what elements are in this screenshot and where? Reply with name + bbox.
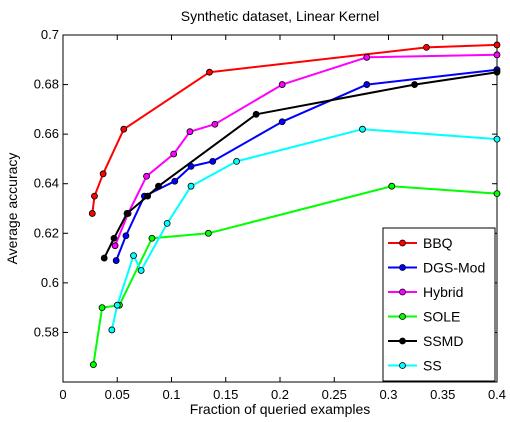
x-tick-label: 0.15 [213, 387, 238, 402]
series-layer [88, 41, 501, 369]
data-point [493, 51, 501, 59]
data-point [388, 182, 396, 190]
data-point [252, 110, 260, 118]
data-point [363, 81, 371, 88]
legend-marker [399, 288, 406, 296]
data-point [155, 182, 162, 190]
legend-marker [399, 264, 406, 271]
data-point [88, 210, 96, 217]
legend-label: DGS-Mod [423, 260, 485, 276]
data-point [493, 41, 501, 49]
data-point [143, 172, 150, 180]
data-point [144, 192, 152, 200]
y-tick-label: 0.7 [41, 27, 59, 42]
data-point [99, 170, 107, 178]
legend-item: BBQ [388, 235, 453, 251]
data-point [122, 232, 130, 240]
y-tick-label: 0.66 [34, 126, 59, 141]
data-point [98, 304, 106, 312]
data-point [110, 234, 118, 242]
y-tick-label: 0.64 [34, 176, 59, 191]
data-point [278, 81, 286, 88]
data-point [111, 242, 119, 250]
x-tick-label: 0.4 [488, 387, 506, 402]
data-point [206, 68, 213, 76]
legend-item: Hybrid [388, 284, 463, 300]
series-line [103, 71, 498, 259]
data-point [493, 190, 501, 198]
legend-label: BBQ [423, 235, 453, 251]
x-tick-label: 0.05 [105, 387, 130, 402]
data-point [112, 257, 120, 264]
x-tick-label: 0.1 [162, 387, 180, 402]
data-point [163, 219, 171, 227]
series-dgs-mod [112, 66, 501, 264]
series-ssmd [100, 68, 501, 262]
data-point [137, 267, 145, 274]
data-point [120, 125, 128, 133]
x-tick-label: 0 [59, 387, 66, 402]
data-point [123, 210, 131, 217]
data-point [233, 158, 241, 165]
data-point [204, 229, 212, 237]
data-point [211, 120, 219, 128]
data-point [89, 361, 97, 369]
legend-label: SS [423, 358, 442, 374]
y-axis: 0.58 0.6 0.62 0.64 0.66 0.68 0.7 [34, 27, 497, 339]
x-tick-label: 0.25 [322, 387, 347, 402]
legend-label: SOLE [423, 309, 460, 325]
data-point [130, 252, 137, 259]
legend: BBQ DGS-Mod Hybrid SOLE SSMD SS [382, 227, 496, 382]
y-tick-label: 0.62 [34, 225, 59, 240]
data-point [170, 150, 178, 158]
x-axis-title: Fraction of queried examples [190, 401, 371, 417]
data-point [186, 128, 194, 136]
x-tick-label: 0.35 [430, 387, 455, 402]
legend-item: SSMD [388, 333, 463, 349]
legend-marker [399, 337, 406, 345]
x-axis: 0 0.05 0.1 0.15 0.2 0.25 0.3 0.35 0.4 [59, 35, 506, 402]
data-point [209, 158, 217, 165]
data-point [359, 125, 366, 133]
data-point [187, 182, 195, 190]
data-point [100, 254, 108, 262]
legend-item: DGS-Mod [388, 260, 485, 276]
legend-label: SSMD [423, 333, 463, 349]
legend-item: SOLE [388, 309, 460, 325]
y-tick-label: 0.6 [41, 275, 59, 290]
y-axis-title: Average accuracy [4, 153, 20, 265]
legend-marker [399, 313, 406, 320]
series-bbq [88, 41, 501, 217]
data-point [113, 301, 121, 309]
legend-box [382, 227, 496, 382]
legend-marker [399, 239, 406, 247]
legend-item: SS [388, 358, 442, 374]
data-point [423, 43, 430, 51]
data-point [493, 135, 501, 143]
x-tick-label: 0.2 [271, 387, 289, 402]
data-point [363, 53, 371, 61]
y-tick-label: 0.68 [34, 77, 59, 92]
data-point [91, 192, 98, 200]
x-tick-label: 0.3 [379, 387, 397, 402]
data-point [148, 234, 156, 242]
data-point [171, 177, 179, 185]
chart-title: Synthetic dataset, Linear Kernel [181, 8, 379, 24]
data-point [493, 68, 501, 76]
y-tick-label: 0.58 [34, 324, 59, 339]
series-ss [108, 125, 501, 334]
data-point [278, 118, 286, 126]
legend-label: Hybrid [423, 284, 463, 300]
data-point [108, 326, 116, 334]
series-hybrid [111, 51, 501, 250]
data-point [411, 81, 418, 88]
legend-marker [399, 362, 406, 369]
